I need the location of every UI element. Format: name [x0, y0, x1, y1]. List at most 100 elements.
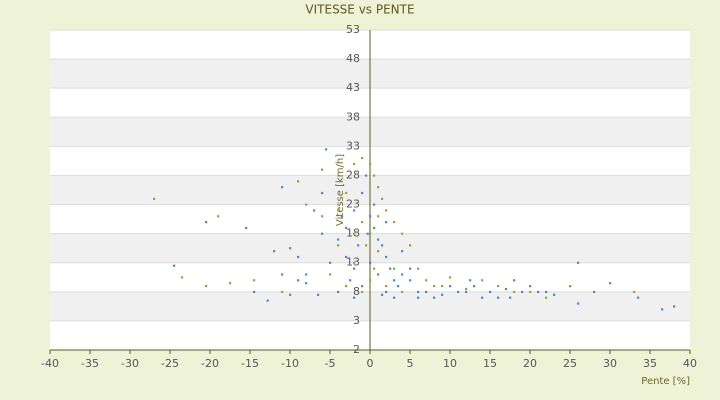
point: [305, 282, 308, 285]
point: [361, 290, 364, 294]
point: [321, 215, 324, 218]
point: [473, 285, 476, 288]
point: [321, 191, 324, 195]
point: [377, 215, 380, 218]
point: [401, 290, 404, 294]
point: [329, 261, 332, 264]
point: [281, 290, 284, 294]
point: [409, 279, 412, 282]
point: [465, 290, 468, 294]
point: [385, 290, 388, 294]
point: [377, 250, 380, 253]
x-tick-label: 30: [603, 357, 617, 370]
point: [297, 255, 300, 259]
point: [633, 290, 636, 294]
point: [217, 215, 220, 218]
point: [497, 296, 500, 299]
point: [205, 285, 208, 288]
point: [337, 244, 340, 247]
point: [281, 186, 284, 189]
point: [245, 226, 248, 230]
point: [345, 191, 348, 195]
point: [537, 290, 540, 294]
point: [281, 273, 284, 276]
point: [545, 296, 548, 299]
y-tick-label: 43: [346, 81, 360, 94]
point: [481, 279, 484, 282]
point: [345, 255, 348, 259]
point: [521, 290, 524, 294]
point: [353, 209, 356, 212]
x-tick-label: 10: [443, 357, 457, 370]
point: [373, 174, 376, 177]
point: [377, 273, 380, 276]
point: [513, 290, 516, 294]
point: [441, 293, 444, 296]
point: [393, 279, 396, 282]
point: [381, 244, 384, 247]
point: [289, 247, 292, 250]
point: [385, 255, 388, 259]
x-tick-label: -25: [161, 357, 179, 370]
point: [337, 209, 340, 212]
point: [637, 296, 640, 299]
point: [345, 226, 348, 230]
point: [205, 221, 208, 224]
point: [297, 279, 300, 282]
x-tick-label: -5: [325, 357, 336, 370]
point: [569, 285, 572, 288]
point: [181, 276, 184, 279]
point: [297, 180, 300, 183]
point: [673, 305, 676, 308]
point: [321, 168, 324, 171]
x-tick-label: -15: [241, 357, 259, 370]
point: [153, 197, 156, 200]
point: [449, 276, 452, 279]
point: [545, 290, 548, 294]
point: [377, 186, 380, 189]
point: [401, 273, 404, 276]
point: [661, 308, 664, 311]
point: [369, 162, 372, 166]
point: [553, 293, 556, 296]
x-tick-label: 15: [483, 357, 497, 370]
point: [449, 285, 452, 288]
point: [329, 273, 332, 276]
y-tick-label: 23: [346, 198, 360, 211]
point: [377, 238, 380, 241]
point: [505, 287, 508, 291]
point: [465, 287, 468, 291]
point: [385, 209, 388, 212]
point: [229, 282, 232, 285]
point: [341, 215, 344, 218]
point: [357, 244, 360, 247]
y-tick-label: -2: [349, 343, 360, 356]
x-tick-label: 25: [563, 357, 577, 370]
x-tick-label: -35: [81, 357, 99, 370]
x-tick-label: 40: [683, 357, 697, 370]
point: [381, 293, 384, 296]
point: [481, 296, 484, 299]
point: [305, 203, 308, 206]
point: [345, 285, 348, 288]
point: [373, 226, 376, 230]
point: [321, 232, 324, 235]
x-tick-label: -30: [121, 357, 139, 370]
point: [417, 296, 420, 299]
point: [417, 267, 420, 270]
point: [381, 197, 384, 200]
y-axis-title: Vitesse [km/h]: [335, 154, 346, 226]
point: [385, 285, 388, 288]
point: [489, 290, 492, 294]
point: [425, 279, 428, 282]
point: [289, 293, 292, 296]
point: [393, 221, 396, 224]
point: [433, 285, 436, 288]
point: [253, 290, 256, 294]
point: [361, 221, 364, 224]
point: [385, 221, 388, 224]
point: [273, 250, 276, 253]
y-tick-label: 33: [346, 139, 360, 152]
point: [513, 279, 516, 282]
